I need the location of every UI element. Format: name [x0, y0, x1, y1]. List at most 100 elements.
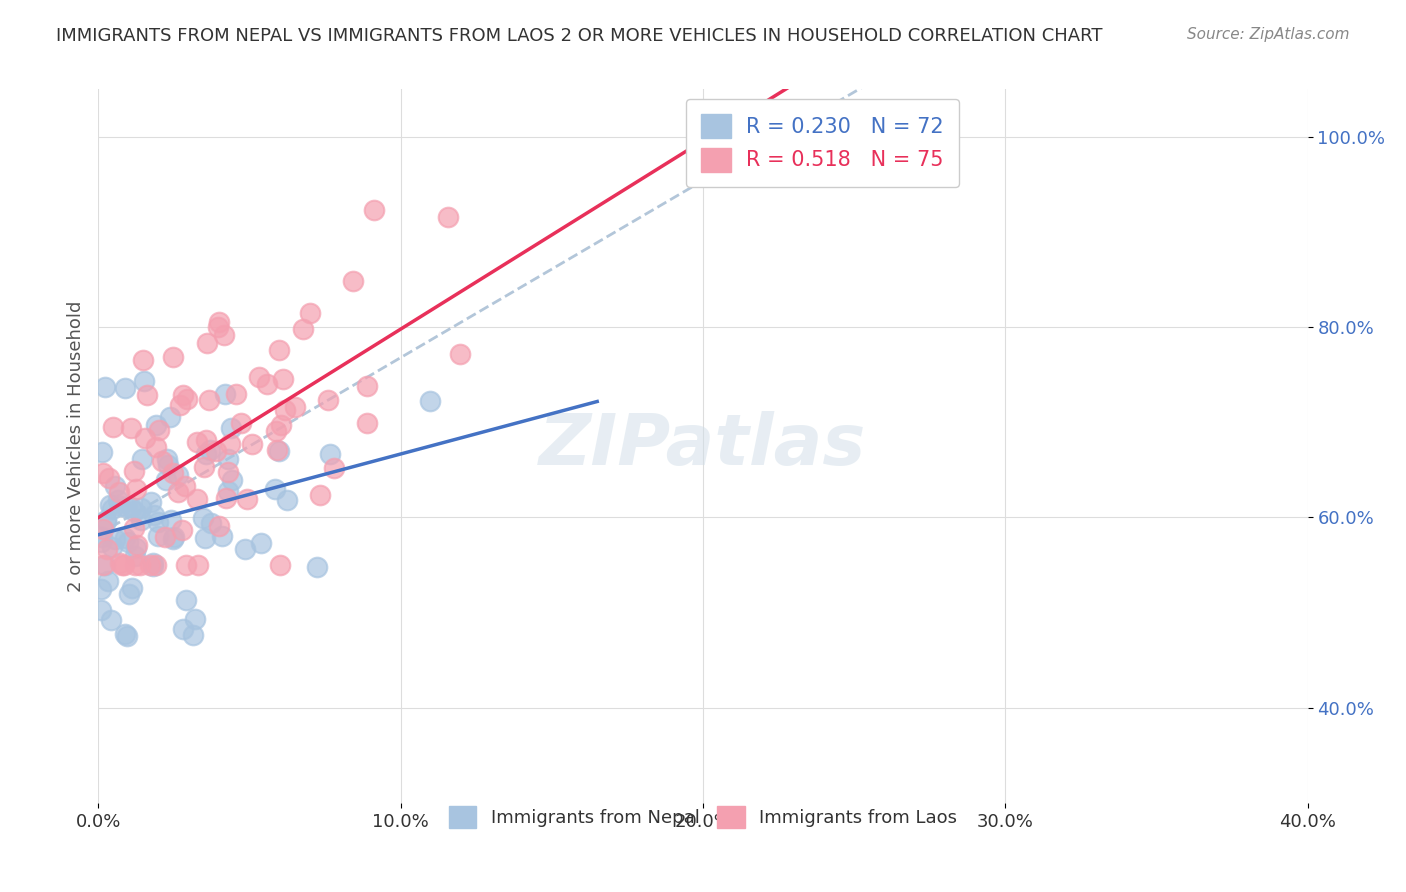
- Point: [115, 500, 138, 514]
- Point: [174, 558, 197, 572]
- Point: [129, 558, 152, 572]
- Point: [134, 374, 156, 388]
- Point: [101, 502, 124, 516]
- Point: [193, 460, 215, 475]
- Point: [166, 485, 188, 500]
- Point: [117, 629, 139, 643]
- Point: [159, 410, 181, 425]
- Point: [145, 440, 167, 454]
- Point: [117, 535, 139, 549]
- Point: [122, 521, 145, 535]
- Point: [139, 495, 162, 509]
- Point: [217, 465, 239, 479]
- Text: IMMIGRANTS FROM NEPAL VS IMMIGRANTS FROM LAOS 2 OR MORE VEHICLES IN HOUSEHOLD CO: IMMIGRANTS FROM NEPAL VS IMMIGRANTS FROM…: [56, 27, 1102, 45]
- Point: [437, 211, 460, 225]
- Point: [194, 433, 217, 447]
- Point: [172, 622, 194, 636]
- Point: [124, 558, 146, 572]
- Point: [162, 351, 184, 365]
- Point: [208, 519, 231, 533]
- Point: [129, 513, 152, 527]
- Point: [145, 417, 167, 432]
- Point: [104, 479, 127, 493]
- Point: [162, 533, 184, 547]
- Point: [211, 528, 233, 542]
- Point: [169, 398, 191, 412]
- Point: [108, 485, 131, 500]
- Point: [274, 403, 297, 417]
- Point: [419, 394, 441, 409]
- Point: [96, 542, 118, 557]
- Point: [200, 516, 222, 530]
- Point: [91, 522, 114, 536]
- Point: [184, 612, 207, 626]
- Point: [94, 380, 117, 394]
- Point: [194, 531, 217, 545]
- Point: [187, 558, 209, 572]
- Point: [214, 491, 236, 505]
- Point: [142, 558, 165, 573]
- Point: [97, 574, 120, 588]
- Point: [155, 530, 177, 544]
- Point: [266, 442, 288, 457]
- Point: [90, 535, 112, 549]
- Point: [135, 388, 157, 402]
- Point: [195, 336, 218, 351]
- Point: [94, 515, 117, 529]
- Point: [118, 587, 141, 601]
- Text: ZIPatlas: ZIPatlas: [540, 411, 866, 481]
- Point: [236, 491, 259, 506]
- Point: [125, 538, 148, 552]
- Point: [145, 558, 167, 572]
- Point: [108, 556, 131, 570]
- Point: [219, 420, 242, 434]
- Point: [91, 558, 114, 572]
- Point: [103, 420, 125, 434]
- Point: [131, 451, 153, 466]
- Point: [319, 447, 342, 461]
- Point: [120, 500, 142, 514]
- Point: [162, 466, 184, 480]
- Point: [91, 530, 114, 544]
- Point: [191, 511, 214, 525]
- Point: [148, 529, 170, 543]
- Point: [132, 353, 155, 368]
- Point: [219, 437, 242, 451]
- Point: [156, 452, 179, 467]
- Point: [121, 421, 143, 435]
- Point: [284, 401, 307, 415]
- Point: [98, 498, 121, 512]
- Point: [356, 378, 378, 392]
- Point: [207, 319, 229, 334]
- Point: [204, 444, 226, 458]
- Point: [90, 582, 112, 596]
- Point: [292, 321, 315, 335]
- Point: [131, 501, 153, 516]
- Point: [449, 347, 471, 361]
- Point: [138, 558, 160, 572]
- Point: [155, 473, 177, 487]
- Text: Source: ZipAtlas.com: Source: ZipAtlas.com: [1187, 27, 1350, 42]
- Point: [124, 549, 146, 563]
- Point: [298, 306, 321, 320]
- Point: [217, 451, 239, 466]
- Point: [148, 423, 170, 437]
- Point: [323, 460, 346, 475]
- Point: [143, 508, 166, 522]
- Point: [271, 372, 294, 386]
- Point: [98, 471, 121, 485]
- Point: [221, 473, 243, 487]
- Point: [247, 369, 270, 384]
- Point: [186, 492, 208, 507]
- Point: [342, 274, 364, 288]
- Point: [218, 484, 240, 499]
- Point: [150, 454, 173, 468]
- Point: [229, 416, 252, 430]
- Point: [225, 387, 247, 401]
- Point: [208, 315, 231, 329]
- Point: [114, 381, 136, 395]
- Point: [142, 556, 165, 570]
- Point: [256, 376, 278, 391]
- Point: [316, 392, 339, 407]
- Point: [264, 424, 287, 438]
